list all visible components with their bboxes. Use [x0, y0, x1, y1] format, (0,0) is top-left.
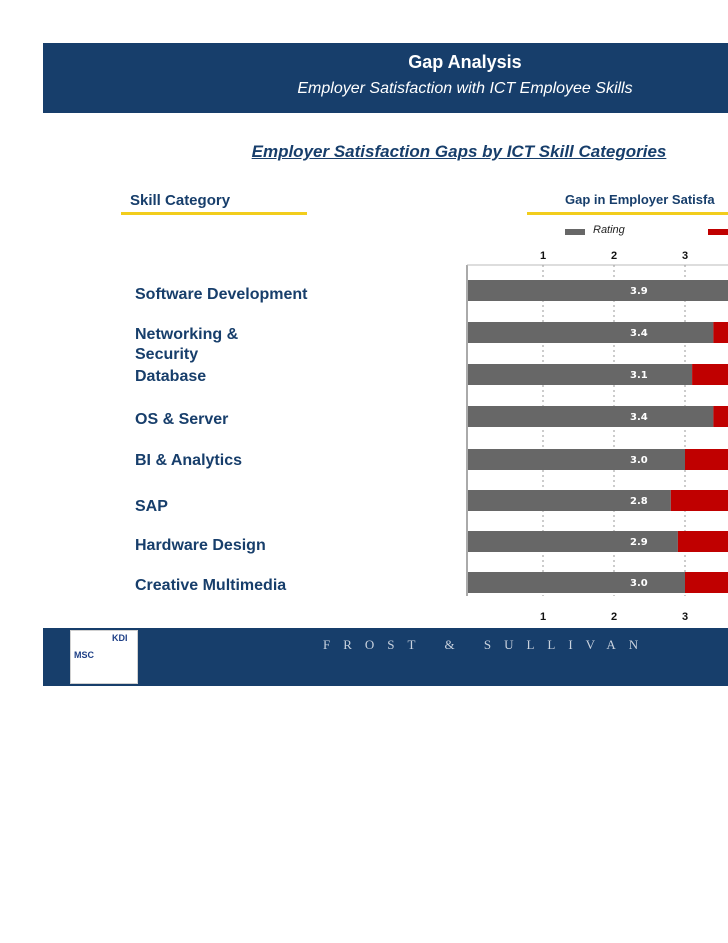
legend-rating-swatch: [565, 229, 585, 235]
category-label: Database: [135, 368, 207, 385]
legend-gap-swatch: [708, 229, 728, 235]
gap-bar: [692, 364, 728, 385]
gap-bar: [670, 490, 728, 511]
header-band: [43, 43, 728, 113]
category-label: Software Development: [135, 286, 308, 303]
gap-bar: [685, 572, 728, 593]
rating-bar: [468, 364, 693, 385]
top-tick-label: 1: [540, 250, 546, 262]
gap-header: Gap in Employer Satisfa: [565, 192, 715, 207]
rating-bar: [468, 280, 728, 301]
bar-value-label: 2.9: [630, 537, 648, 548]
partner-logos: [70, 630, 138, 684]
category-label: Networking & Security: [135, 326, 239, 363]
rating-bar: [468, 406, 714, 427]
bar-value-label: 3.0: [630, 455, 648, 466]
category-label: SAP: [135, 498, 168, 515]
rating-bar: [468, 449, 685, 470]
gap-bar: [677, 531, 728, 552]
bottom-tick-label: 3: [682, 611, 688, 623]
skill-category-header: Skill Category: [130, 192, 231, 209]
category-label: OS & Server: [135, 411, 229, 428]
gap-header-underline: [527, 212, 728, 215]
page-title: Gap Analysis: [408, 52, 522, 72]
chart-title: Employer Satisfaction Gaps by ICT Skill …: [251, 142, 667, 161]
bottom-tick-label: 1: [540, 611, 546, 623]
bar-value-label: 3.1: [630, 370, 648, 381]
page-subtitle: Employer Satisfaction with ICT Employee …: [297, 80, 633, 97]
gap-bar: [713, 322, 728, 343]
skill-category-underline: [121, 212, 307, 215]
bar-value-label: 3.4: [630, 412, 648, 423]
category-label: Creative Multimedia: [135, 577, 287, 594]
frost-sullivan-logo: FROST & SULLIVAN: [293, 628, 728, 686]
bar-value-label: 2.8: [630, 496, 648, 507]
rating-bar: [468, 531, 678, 552]
bar-value-label: 3.4: [630, 328, 648, 339]
gap-bar: [713, 406, 728, 427]
bar-value-label: 3.0: [630, 578, 648, 589]
msc-logo: MSC: [74, 650, 94, 660]
kdi-logo: KDI: [112, 633, 128, 643]
rating-bar: [468, 572, 685, 593]
bar-value-label: 3.9: [630, 286, 648, 297]
top-tick-label: 3: [682, 250, 688, 262]
category-label: Hardware Design: [135, 537, 266, 554]
category-label: BI & Analytics: [135, 452, 242, 469]
bottom-tick-label: 2: [611, 611, 617, 623]
gap-bar: [685, 449, 728, 470]
top-tick-label: 2: [611, 250, 617, 262]
legend-rating-label: Rating: [593, 224, 625, 236]
rating-bar: [468, 322, 714, 343]
rating-bar: [468, 490, 671, 511]
